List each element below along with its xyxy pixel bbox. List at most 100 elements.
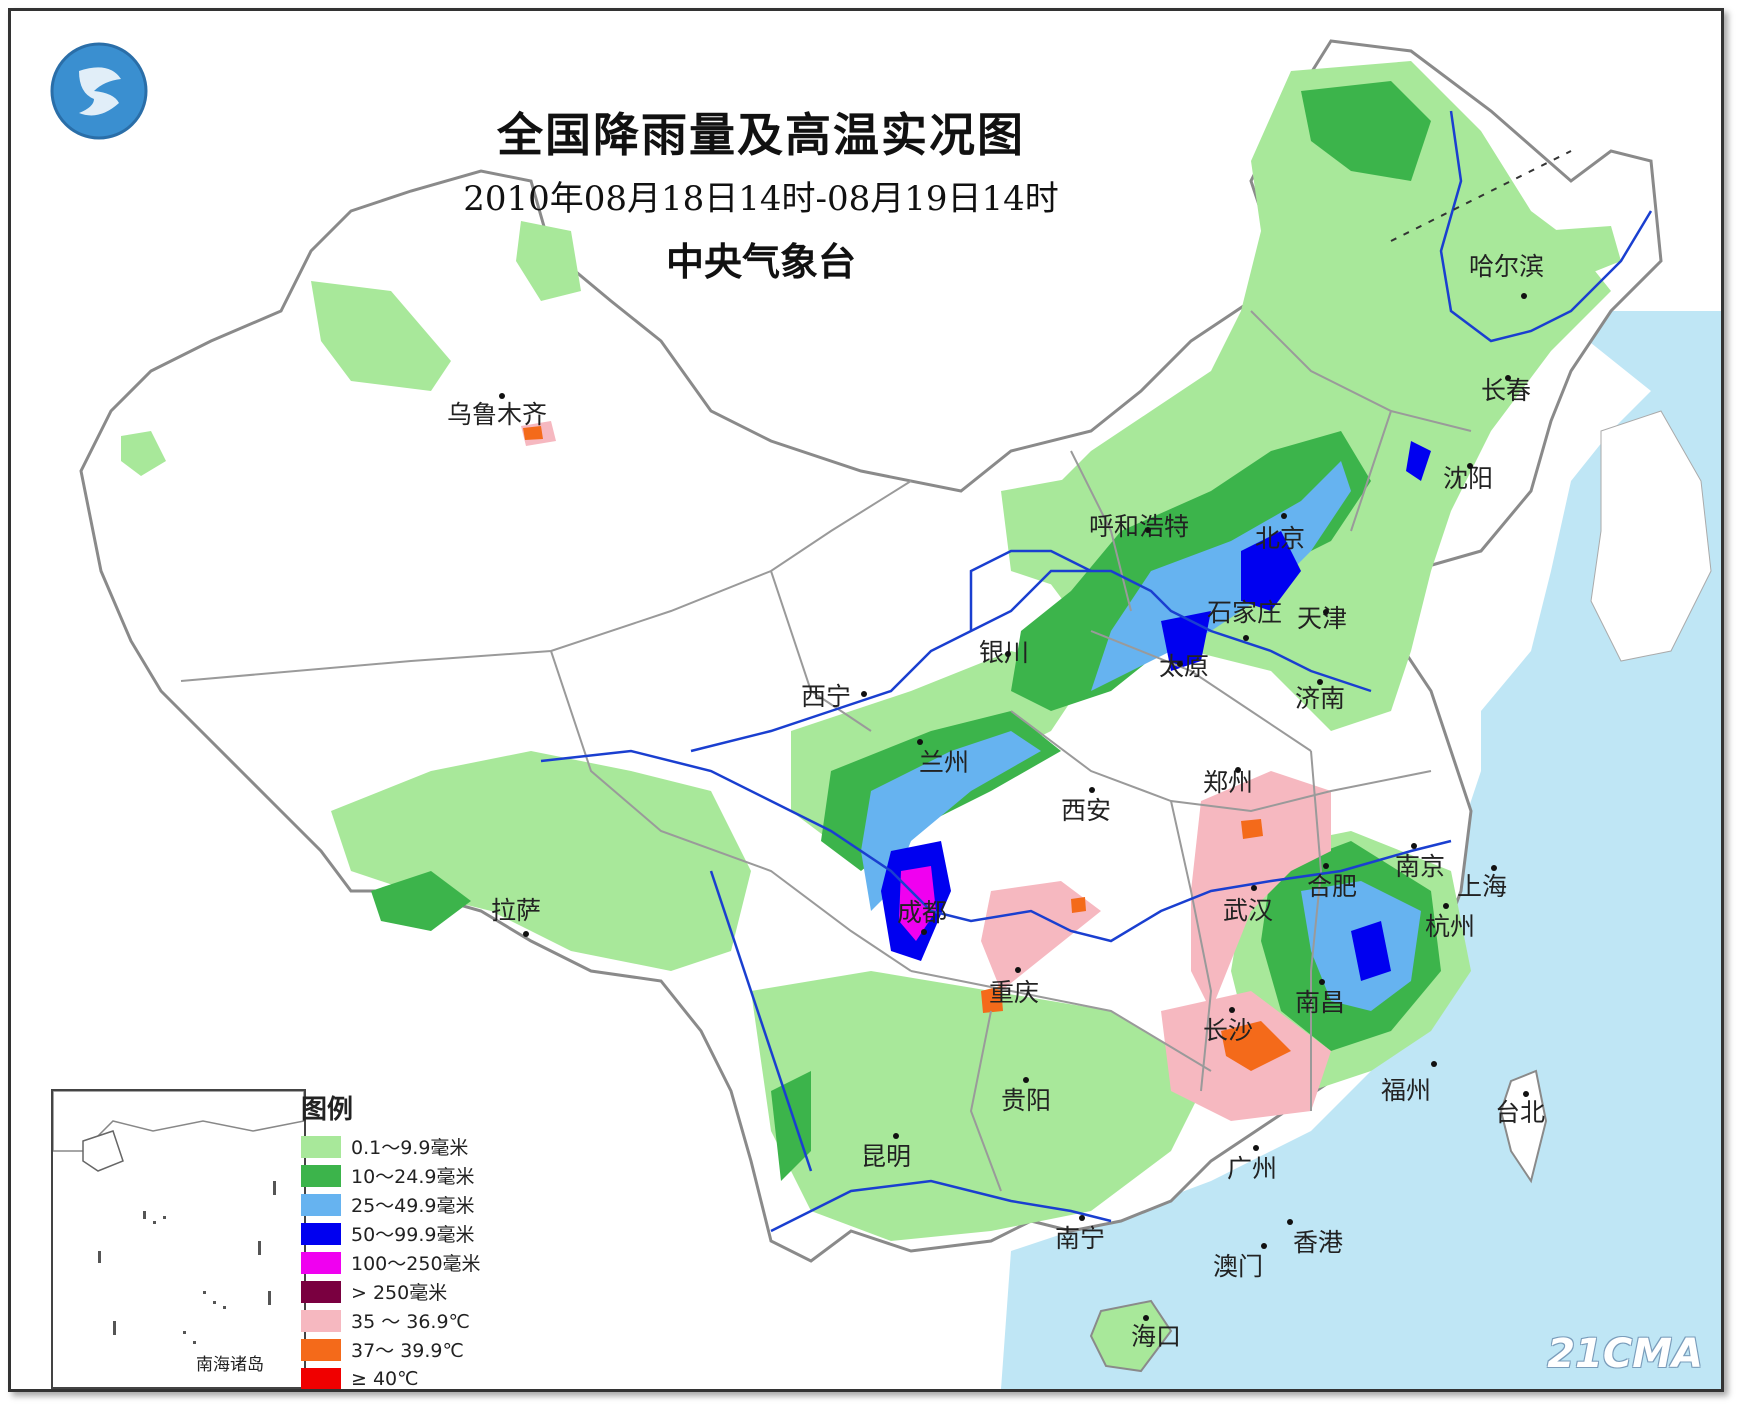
city-label: 香港 <box>1293 1228 1344 1257</box>
city-dot <box>1443 903 1449 909</box>
city-dot <box>1079 1215 1085 1221</box>
legend-swatch <box>301 1193 341 1216</box>
city-dot <box>1235 767 1241 773</box>
rainfall-map <box>79 39 1721 1389</box>
city-dot <box>1323 863 1329 869</box>
legend-item: > 250毫米 <box>301 1277 481 1306</box>
legend-swatch <box>301 1309 341 1332</box>
map-frame: 全国降雨量及高温实况图 2010年08月18日14时-08月19日14时 中央气… <box>8 8 1724 1392</box>
city-dot <box>523 931 529 937</box>
legend-item: 0.1～9.9毫米 <box>301 1132 481 1161</box>
city-dot <box>1431 1061 1437 1067</box>
city-label: 南宁 <box>1055 1224 1106 1253</box>
rain-extreme-areas <box>899 866 936 941</box>
city-label: 济南 <box>1295 684 1346 713</box>
city-dot <box>1521 293 1527 299</box>
city-label: 西宁 <box>801 682 852 711</box>
city-dot <box>1023 1077 1029 1083</box>
inset-label: 南海诸岛 <box>196 1355 264 1375</box>
city-dot <box>1253 1145 1259 1151</box>
province-borders <box>180 310 1472 1192</box>
legend: 图例 0.1～9.9毫米 10～24.9毫米 25～49.9毫米 50～99.9… <box>301 1089 481 1390</box>
city-dot <box>499 393 505 399</box>
city-label: 石家庄 <box>1207 598 1283 627</box>
city-dot <box>861 691 867 697</box>
legend-label: 100～250毫米 <box>351 1253 481 1275</box>
city-label: 台北 <box>1495 1098 1546 1127</box>
legend-item: 37～ 39.9℃ <box>301 1335 481 1364</box>
city-dot <box>917 739 923 745</box>
temp-hot-areas <box>521 421 1331 1121</box>
legend-label: > 250毫米 <box>351 1282 448 1304</box>
legend-swatch <box>301 1251 341 1274</box>
rivers <box>540 110 1653 1233</box>
city-label: 成都 <box>897 898 948 927</box>
city-dot <box>1229 1007 1235 1013</box>
south-china-sea-inset: 南海诸岛 <box>51 1089 306 1389</box>
city-label: 太原 <box>1159 652 1210 681</box>
city-label: 澳门 <box>1213 1252 1264 1281</box>
city-dot <box>1251 885 1257 891</box>
city-label: 海口 <box>1131 1322 1182 1351</box>
map-period: 2010年08月18日14时-08月19日14时 <box>463 179 1059 219</box>
legend-label: 25～49.9毫米 <box>351 1195 475 1217</box>
watermark: 21CMA <box>1547 1331 1703 1377</box>
city-label: 重庆 <box>989 978 1040 1007</box>
city-label: 西安 <box>1061 796 1112 825</box>
city-label: 广州 <box>1227 1154 1278 1183</box>
legend-label: 50～99.9毫米 <box>351 1224 475 1246</box>
inset-map <box>52 1090 305 1344</box>
city-label: 长沙 <box>1203 1016 1254 1045</box>
legend-title: 图例 <box>301 1095 354 1125</box>
city-label: 哈尔滨 <box>1469 252 1545 281</box>
city-label: 上海 <box>1457 872 1508 901</box>
city-label: 拉萨 <box>491 896 542 925</box>
legend-swatch <box>301 1135 341 1158</box>
city-dot <box>1411 843 1417 849</box>
city-label: 武汉 <box>1223 896 1274 925</box>
city-dot <box>1089 787 1095 793</box>
legend-label: ≥ 40℃ <box>351 1367 419 1390</box>
legend-label: 37～ 39.9℃ <box>351 1340 464 1362</box>
city-dot <box>1243 635 1249 641</box>
city-label: 合肥 <box>1307 872 1358 901</box>
legend-item: 35 ～ 36.9℃ <box>301 1306 481 1335</box>
city-dot <box>1177 661 1183 667</box>
city-dot <box>1145 527 1151 533</box>
city-label: 乌鲁木齐 <box>447 400 548 429</box>
city-label: 北京 <box>1255 524 1306 553</box>
city-label: 兰州 <box>919 748 970 777</box>
city-dot <box>1467 463 1473 469</box>
city-label: 福州 <box>1381 1076 1432 1105</box>
map-issuer: 中央气象台 <box>665 240 856 284</box>
map-title: 全国降雨量及高温实况图 <box>497 108 1025 162</box>
city-label: 南京 <box>1395 852 1446 881</box>
city-dot <box>921 929 927 935</box>
legend-swatch <box>301 1280 341 1303</box>
legend-swatch <box>301 1338 341 1361</box>
city-dot <box>1491 865 1497 871</box>
legend-item: 100～250毫米 <box>301 1248 481 1277</box>
legend-swatch <box>301 1222 341 1245</box>
legend-label: 35 ～ 36.9℃ <box>351 1311 470 1333</box>
legend-item: 10～24.9毫米 <box>301 1161 481 1190</box>
city-label: 杭州 <box>1425 912 1476 941</box>
legend-item: 50～99.9毫米 <box>301 1219 481 1248</box>
legend-item: ≥ 40℃ <box>301 1364 481 1390</box>
city-dot <box>1261 1243 1267 1249</box>
city-label: 银川 <box>979 638 1030 667</box>
city-dot <box>1287 1219 1293 1225</box>
city-dot <box>1323 609 1329 615</box>
city-dot <box>1005 651 1011 657</box>
city-dot <box>1505 375 1511 381</box>
legend-swatch <box>301 1164 341 1187</box>
legend-label: 0.1～9.9毫米 <box>351 1137 469 1159</box>
city-label: 贵阳 <box>1001 1086 1052 1115</box>
city-dot <box>1523 1091 1529 1097</box>
city-label: 呼和浩特 <box>1089 512 1190 541</box>
city-dot <box>1319 979 1325 985</box>
legend-label: 10～24.9毫米 <box>351 1166 475 1188</box>
sea-boundary <box>1390 150 1572 242</box>
taiwan-land <box>1499 1069 1548 1184</box>
korea-land <box>1590 410 1712 662</box>
